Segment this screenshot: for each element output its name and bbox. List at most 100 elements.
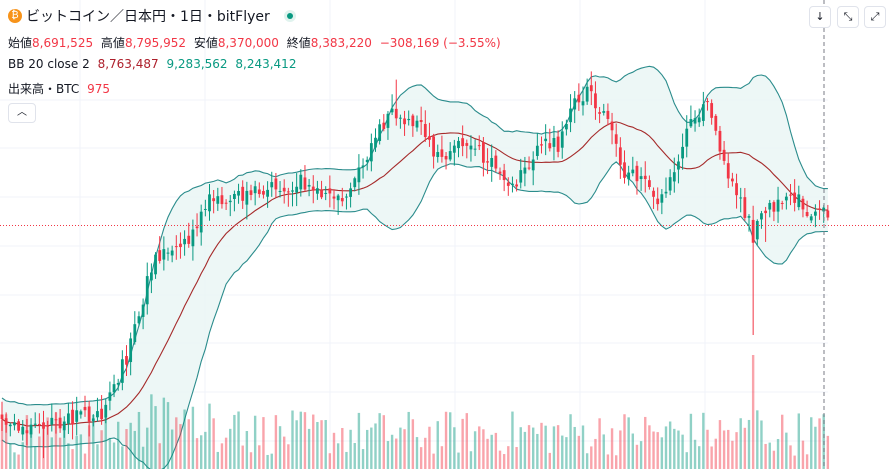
candle-body: [548, 143, 552, 149]
candle-body: [552, 138, 556, 147]
candle: [21, 420, 25, 441]
bb-legend[interactable]: BB 20 close 2 8,763,487 9,283,562 8,243,…: [8, 57, 300, 71]
candle-body: [133, 324, 137, 343]
candle-body: [722, 149, 726, 161]
volume-bar: [303, 412, 307, 469]
candle: [145, 262, 149, 315]
candle: [789, 184, 792, 206]
symbol-title-row: ₿ ビットコイン／日本円・1日・bitFlyer: [8, 6, 300, 26]
candle: [96, 397, 99, 422]
candle: [606, 103, 610, 126]
candle: [477, 135, 481, 151]
candle-body: [461, 138, 465, 147]
volume-bar: [46, 417, 49, 469]
candle-body: [46, 425, 50, 427]
candle: [233, 190, 236, 212]
expand-button[interactable]: ⤢: [864, 6, 886, 28]
candle-body: [457, 140, 460, 149]
candle: [569, 94, 572, 133]
candle-body: [535, 145, 539, 156]
candle: [8, 422, 12, 437]
volume-bar: [718, 420, 722, 469]
volume-bar: [785, 432, 788, 469]
candle-body: [664, 191, 668, 194]
volume-bar: [814, 426, 817, 469]
volume-bar: [129, 422, 132, 469]
volume-bar: [751, 355, 755, 469]
candle-body: [826, 210, 830, 218]
candle: [614, 123, 618, 157]
candle-body: [739, 197, 743, 199]
candle: [693, 110, 697, 132]
compress-button[interactable]: ⤡: [837, 6, 859, 28]
candle: [631, 156, 635, 177]
candle-body: [818, 208, 821, 210]
candle: [457, 136, 460, 158]
candle-body: [735, 183, 738, 196]
scroll-down-button[interactable]: ↓: [809, 6, 831, 28]
candle: [407, 110, 411, 126]
candle-body: [212, 198, 216, 202]
candle-body: [623, 162, 626, 178]
candle-body: [183, 238, 186, 245]
volume-bar: [507, 446, 510, 469]
collapse-legend-button[interactable]: ︿: [8, 103, 36, 123]
candle-body: [780, 202, 784, 204]
bollinger-bands: [1, 65, 828, 469]
candle-body: [137, 316, 141, 324]
volume-bar: [747, 419, 751, 469]
candle-body: [411, 115, 415, 127]
candle: [336, 193, 340, 215]
candle-body: [42, 422, 45, 429]
candle: [448, 142, 452, 162]
candle: [278, 181, 282, 198]
candle-body: [801, 198, 805, 210]
candle: [58, 408, 62, 433]
candle-body: [760, 213, 763, 220]
volume-bar: [183, 409, 186, 469]
candle-body: [776, 199, 780, 212]
volume-legend[interactable]: 出来高・BTC 975: [8, 80, 114, 97]
volume-bar: [307, 428, 311, 469]
volume-bar: [685, 452, 688, 469]
candle: [349, 182, 352, 208]
candle: [490, 144, 494, 182]
candle: [203, 199, 207, 217]
candle-body: [469, 145, 473, 150]
candle-body: [125, 356, 128, 365]
candle-body: [618, 147, 622, 165]
volume-bar: [241, 445, 244, 469]
symbol-title[interactable]: ビットコイン／日本円・1日・bitFlyer: [26, 9, 270, 25]
volume-bar: [158, 443, 161, 469]
candle: [726, 153, 730, 189]
volume-bar: [283, 436, 286, 469]
candle-body: [195, 226, 199, 229]
candle: [577, 83, 581, 111]
candle: [191, 219, 195, 261]
candle: [722, 141, 726, 165]
volume-bar: [652, 431, 655, 469]
candle-body: [104, 404, 108, 418]
volume-bar: [731, 440, 734, 469]
volume-bar: [287, 444, 290, 469]
candle: [237, 183, 240, 204]
change-value: −308,169 (−3.55%): [379, 36, 501, 50]
volume-bar: [253, 415, 257, 469]
candle-body: [764, 210, 767, 214]
volume-bar: [619, 430, 622, 469]
candle: [768, 199, 772, 218]
candle-body: [814, 211, 817, 216]
candle-body: [465, 143, 469, 146]
candle-body: [291, 190, 294, 192]
volume-bar: [341, 428, 344, 469]
candle: [618, 137, 622, 179]
candle: [365, 156, 369, 171]
candle: [461, 125, 465, 157]
volume-bar: [262, 417, 265, 469]
candle: [755, 219, 759, 246]
volume-bar: [58, 437, 62, 469]
volume-bar: [432, 453, 435, 469]
candle-body: [614, 134, 618, 144]
ohlc-legend: 始値8,691,525 高値8,795,952 安値8,370,000 終値8,…: [8, 34, 505, 51]
